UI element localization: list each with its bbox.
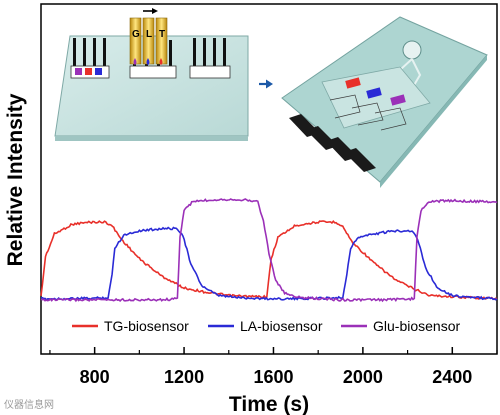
series-line-tg-biosensor — [40, 219, 498, 301]
spot-red — [85, 68, 92, 75]
series-line-la-biosensor — [40, 226, 498, 301]
left-chip-plate-edge — [55, 136, 248, 141]
x-tick-label-1600: 1600 — [253, 367, 293, 387]
x-tick-label-2000: 2000 — [343, 367, 383, 387]
chip-reservoir-blue — [366, 87, 382, 99]
chip-reservoir-red — [345, 77, 361, 89]
chip-letter-g: G — [132, 29, 140, 40]
transition-arrow-icon — [259, 79, 273, 89]
watermark: 仪器信息网 — [4, 400, 54, 411]
legend-label-glu-biosensor: Glu-biosensor — [373, 318, 460, 334]
drop-blue-icon — [146, 58, 150, 65]
series-layer — [40, 198, 498, 303]
drop-red-icon — [159, 58, 163, 65]
gold-electrode-rods: G L T — [129, 17, 168, 65]
microfluidic-chip — [281, 16, 488, 188]
chip-letter-t: T — [159, 29, 165, 40]
legend-label-tg-biosensor: TG-biosensor — [104, 318, 189, 334]
scan-direction-arrow-icon — [143, 8, 158, 14]
contact-pad-4 — [344, 148, 376, 172]
plot-frame — [40, 3, 498, 355]
x-axis-title: Time (s) — [229, 393, 309, 415]
x-tick-label-800: 800 — [80, 367, 110, 387]
inlet-port — [402, 40, 422, 60]
inset-schematic: G L T — [54, 8, 488, 188]
electrode-group-left — [70, 38, 110, 79]
chip-letter-l: L — [146, 29, 152, 40]
spot-purple — [75, 68, 82, 75]
drop-purple-icon — [133, 58, 137, 65]
series-line-glu-biosensor — [40, 198, 498, 303]
x-tick-label-1200: 1200 — [164, 367, 204, 387]
legend-label-la-biosensor: LA-biosensor — [240, 318, 323, 334]
x-tick-label-2400: 2400 — [432, 367, 472, 387]
spot-blue — [95, 68, 102, 75]
x-axis-ticks: 800 1200 1600 2000 2400 — [49, 347, 498, 387]
chip-reservoir-purple — [390, 94, 406, 106]
y-axis-title: Relative Intensity — [4, 93, 27, 266]
electrode-group-right — [189, 38, 231, 79]
legend: TG-biosensor LA-biosensor Glu-biosensor — [72, 318, 460, 334]
